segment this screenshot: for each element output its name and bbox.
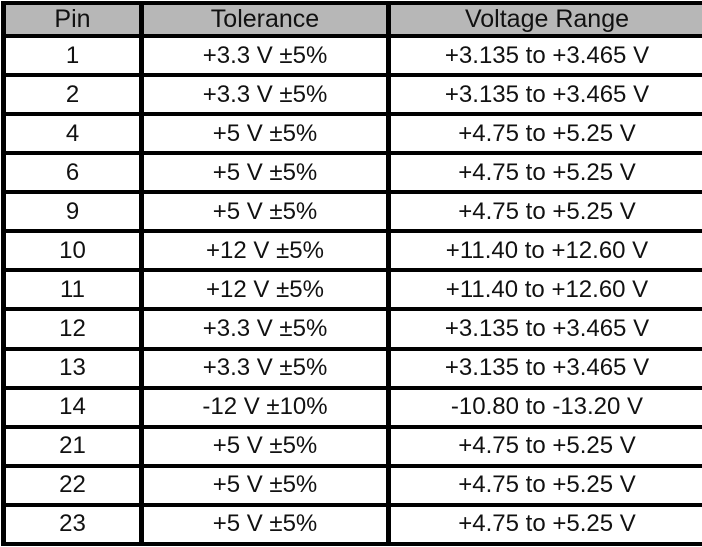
voltage-range-column-header: Voltage Range [386,1,702,38]
tolerance-cell: +3.3 V ±5% [139,73,391,117]
tolerance-cell: +5 V ±5% [139,190,391,234]
table-row: 4 +5 V ±5% +4.75 to +5.25 V [1,112,702,156]
voltage-range-cell: -10.80 to -13.20 V [386,385,702,429]
pin-cell: 13 [1,346,144,390]
table-row: 11 +12 V ±5% +11.40 to +12.60 V [1,268,702,312]
pin-column-header: Pin [1,1,144,38]
pin-cell: 22 [1,463,144,507]
table-row: 23 +5 V ±5% +4.75 to +5.25 V [1,502,702,547]
pin-cell: 11 [1,268,144,312]
pin-cell: 12 [1,307,144,351]
tolerance-cell: +12 V ±5% [139,229,391,273]
pin-cell: 4 [1,112,144,156]
voltage-range-cell: +3.135 to +3.465 V [386,33,702,78]
voltage-range-cell: +11.40 to +12.60 V [386,229,702,273]
tolerance-cell: +5 V ±5% [139,151,391,195]
voltage-range-cell: +11.40 to +12.60 V [386,268,702,312]
header-row: Pin Tolerance Voltage Range [1,1,702,38]
table-body: 1 +3.3 V ±5% +3.135 to +3.465 V 2 +3.3 V… [1,33,702,547]
table-row: 12 +3.3 V ±5% +3.135 to +3.465 V [1,307,702,351]
table-row: 13 +3.3 V ±5% +3.135 to +3.465 V [1,346,702,390]
tolerance-cell: +12 V ±5% [139,268,391,312]
voltage-range-cell: +4.75 to +5.25 V [386,502,702,547]
voltage-range-cell: +4.75 to +5.25 V [386,190,702,234]
pin-cell: 2 [1,73,144,117]
pin-cell: 21 [1,424,144,468]
voltage-range-cell: +4.75 to +5.25 V [386,112,702,156]
voltage-range-cell: +4.75 to +5.25 V [386,424,702,468]
tolerance-cell: +5 V ±5% [139,424,391,468]
voltage-range-cell: +3.135 to +3.465 V [386,346,702,390]
tolerance-cell: +3.3 V ±5% [139,307,391,351]
table-row: 6 +5 V ±5% +4.75 to +5.25 V [1,151,702,195]
voltage-range-cell: +3.135 to +3.465 V [386,73,702,117]
tolerance-cell: -12 V ±10% [139,385,391,429]
tolerance-cell: +5 V ±5% [139,502,391,547]
voltage-range-cell: +4.75 to +5.25 V [386,151,702,195]
pin-cell: 6 [1,151,144,195]
voltage-range-cell: +3.135 to +3.465 V [386,307,702,351]
table-row: 14 -12 V ±10% -10.80 to -13.20 V [1,385,702,429]
table-row: 1 +3.3 V ±5% +3.135 to +3.465 V [1,33,702,78]
table-row: 10 +12 V ±5% +11.40 to +12.60 V [1,229,702,273]
table-row: 9 +5 V ±5% +4.75 to +5.25 V [1,190,702,234]
tolerance-cell: +3.3 V ±5% [139,33,391,78]
pin-cell: 9 [1,190,144,234]
table-row: 2 +3.3 V ±5% +3.135 to +3.465 V [1,73,702,117]
tolerance-cell: +3.3 V ±5% [139,346,391,390]
voltage-range-cell: +4.75 to +5.25 V [386,463,702,507]
tolerance-column-header: Tolerance [139,1,391,38]
table-row: 21 +5 V ±5% +4.75 to +5.25 V [1,424,702,468]
table-header: Pin Tolerance Voltage Range [1,1,702,38]
pin-cell: 10 [1,229,144,273]
tolerance-cell: +5 V ±5% [139,463,391,507]
pin-cell: 14 [1,385,144,429]
pin-cell: 1 [1,33,144,78]
table-row: 22 +5 V ±5% +4.75 to +5.25 V [1,463,702,507]
pin-cell: 23 [1,502,144,547]
tolerance-cell: +5 V ±5% [139,112,391,156]
